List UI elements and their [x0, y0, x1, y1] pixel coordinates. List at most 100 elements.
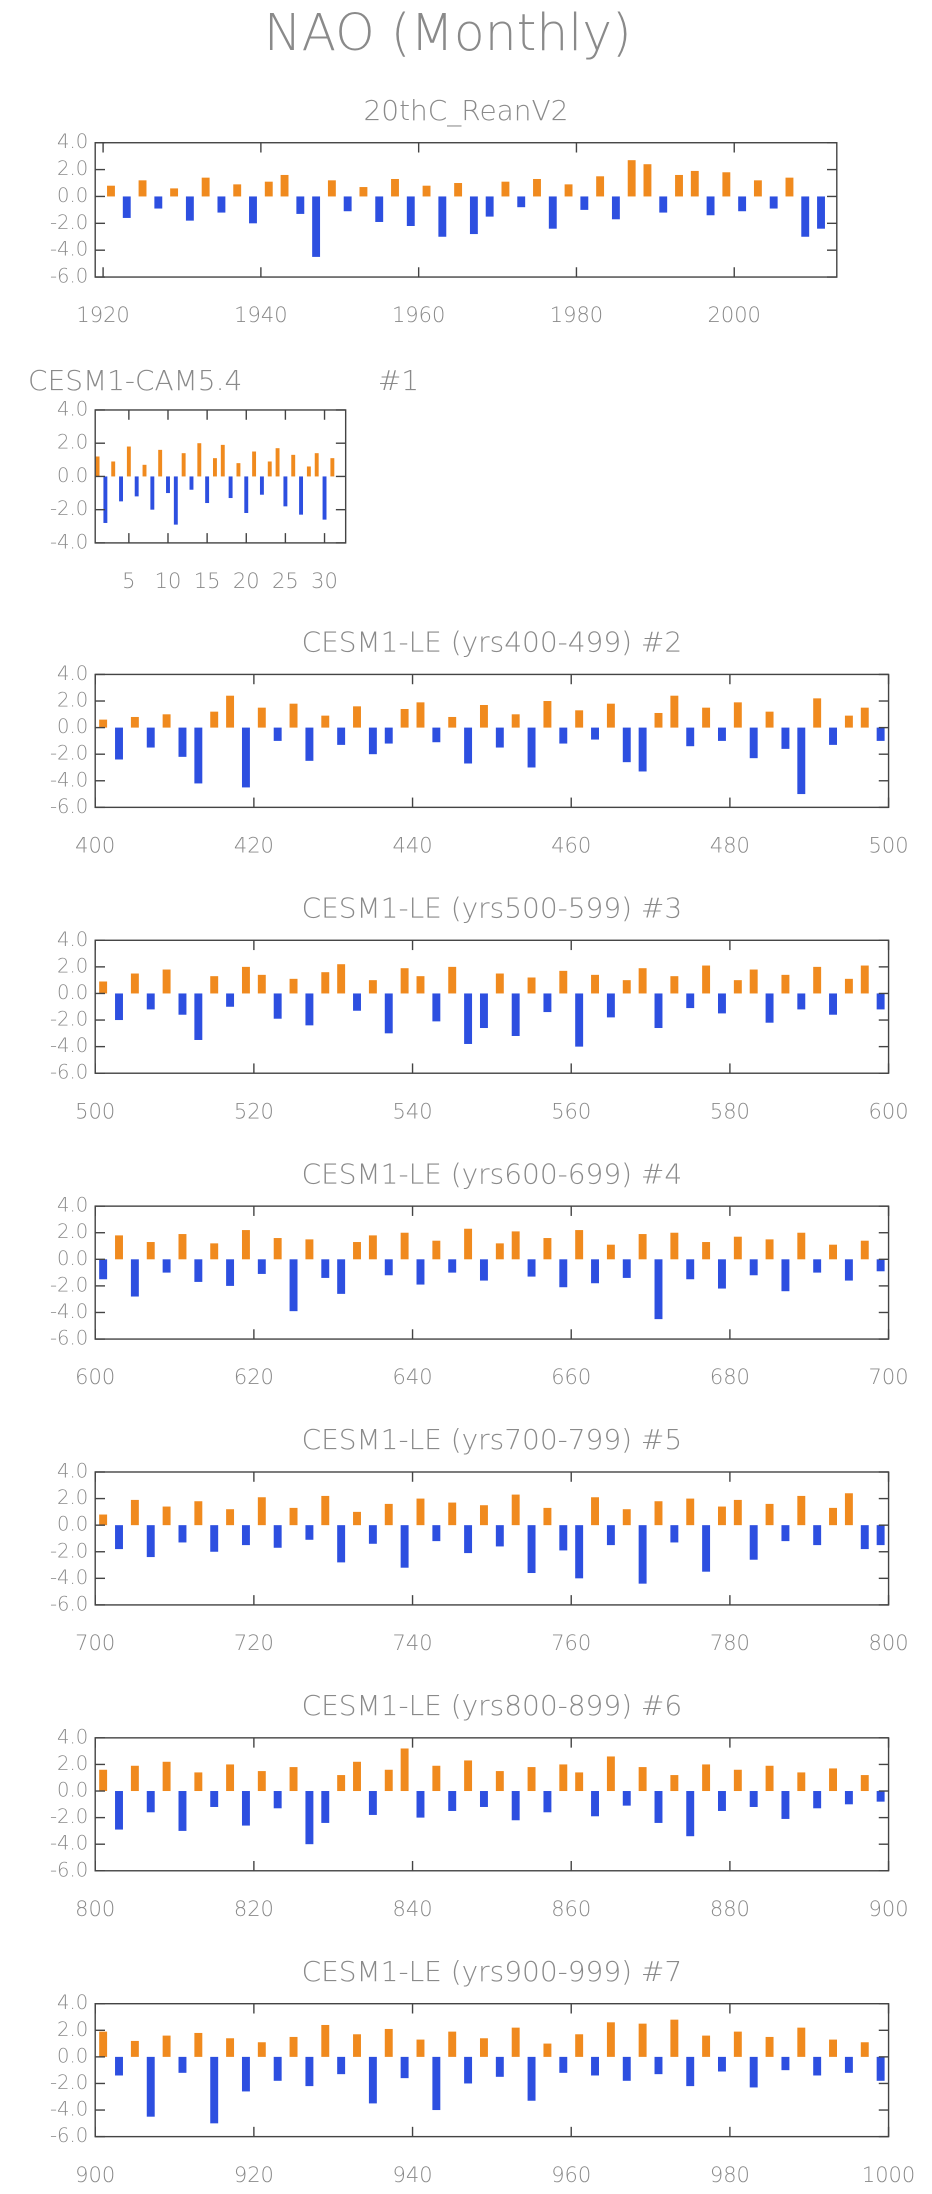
bar — [273, 2056, 282, 2081]
bar — [829, 993, 837, 1015]
plot-frame — [94, 142, 838, 278]
bar — [400, 968, 409, 994]
bar — [533, 178, 541, 197]
bar — [194, 1259, 203, 1282]
x-tick-label: 25 — [272, 569, 299, 593]
bar — [305, 1791, 314, 1845]
x-tick-label: 2000 — [708, 303, 761, 327]
y-tick-label: -4.0 — [50, 768, 88, 791]
bar — [622, 1509, 631, 1526]
bar — [111, 461, 116, 477]
bar — [702, 1525, 711, 1572]
y-tick-label: 0.0 — [57, 1513, 88, 1536]
bar — [306, 466, 311, 477]
bar — [797, 1232, 806, 1260]
bar — [257, 2042, 266, 2057]
plot-frame — [94, 2003, 890, 2138]
bar — [797, 1495, 806, 1526]
bar — [464, 2056, 473, 2084]
bar — [717, 1791, 726, 1811]
bar — [95, 456, 100, 477]
x-tick-label: 600 — [869, 1099, 909, 1123]
x-tick-label: 500 — [75, 1099, 115, 1123]
y-tick-label: 4.0 — [57, 928, 88, 951]
bar — [785, 177, 794, 197]
bar — [448, 966, 457, 994]
bar — [717, 993, 726, 1014]
bar — [543, 1791, 552, 1813]
bar — [296, 196, 305, 214]
bar — [257, 1497, 266, 1526]
bar — [876, 2056, 885, 2081]
bar — [638, 2023, 647, 2057]
panel-title: CESM1-LE (yrs900-999) #7 — [302, 1955, 683, 1988]
bar — [432, 1525, 441, 1542]
x-tick-label: 800 — [75, 1897, 115, 1921]
bar — [299, 476, 304, 515]
bar — [464, 993, 473, 1044]
bar — [257, 1259, 266, 1274]
bar — [233, 184, 242, 197]
bar — [654, 1259, 663, 1320]
bar — [876, 727, 885, 741]
bar — [257, 974, 266, 994]
x-tick-label: 500 — [869, 834, 909, 858]
bar — [876, 1791, 885, 1802]
bar — [527, 727, 536, 768]
bar — [702, 965, 711, 994]
bar — [844, 1493, 853, 1526]
x-tick-label: 480 — [710, 834, 750, 858]
bar — [753, 180, 762, 197]
bar — [448, 1502, 457, 1526]
bar — [844, 1259, 853, 1281]
bar — [670, 1775, 679, 1792]
bar — [686, 1498, 695, 1526]
bar — [321, 1259, 330, 1278]
bar — [226, 2038, 235, 2057]
bar — [314, 453, 319, 477]
bar — [244, 476, 249, 513]
bar — [384, 1259, 393, 1276]
bar — [781, 2056, 790, 2071]
bar — [575, 710, 584, 728]
bar — [305, 1239, 314, 1260]
y-tick-label: -4.0 — [50, 1300, 88, 1323]
bar — [580, 196, 589, 210]
bar — [860, 965, 869, 994]
bar — [591, 1497, 599, 1526]
bar — [107, 185, 115, 197]
bar — [416, 976, 425, 994]
bar — [267, 461, 272, 477]
bar — [185, 196, 194, 221]
x-tick-label: 560 — [551, 1099, 591, 1123]
bar — [654, 1501, 663, 1526]
bar — [638, 727, 647, 772]
y-tick-label: -4.0 — [50, 238, 88, 261]
bar — [115, 1791, 123, 1830]
y-tick-label: 0.0 — [57, 1779, 88, 1802]
bar — [99, 1514, 108, 1526]
panel-title: CESM1-LE (yrs500-599) #3 — [302, 892, 683, 925]
bar — [781, 727, 790, 749]
bar — [575, 1772, 584, 1792]
bar — [210, 1525, 219, 1552]
bar — [226, 1764, 235, 1792]
bar — [686, 1791, 695, 1837]
bar — [686, 2056, 695, 2087]
bar — [162, 1506, 171, 1526]
page-title: NAO (Monthly) — [264, 3, 632, 62]
bar — [322, 476, 327, 520]
bar — [241, 2056, 250, 2092]
bar — [353, 1242, 361, 1260]
bar — [722, 172, 731, 197]
bar — [733, 2031, 742, 2057]
bar — [368, 1791, 377, 1815]
bar — [337, 964, 346, 994]
bar — [670, 2019, 679, 2057]
bar — [257, 1771, 266, 1792]
y-tick-label: -6.0 — [50, 1327, 88, 1350]
bar — [273, 1525, 282, 1548]
bar — [606, 1244, 615, 1260]
bar — [781, 1525, 790, 1542]
x-tick-label: 15 — [194, 569, 221, 593]
